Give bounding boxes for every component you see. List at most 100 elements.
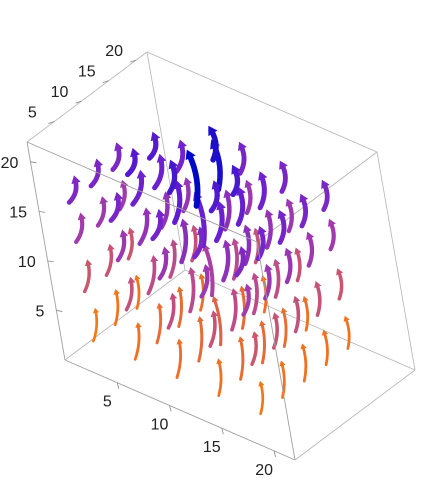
y-tick-label: 15 [78,64,96,81]
arrowhead [177,139,187,149]
streamline [251,274,259,316]
arrowhead [264,263,273,273]
streamline [137,209,150,247]
z-tick-label: 20 [1,155,19,172]
box-edge-back [146,51,378,153]
streamline [344,317,351,350]
arrowhead [210,310,219,318]
arrowhead [93,307,100,314]
arrowhead [179,218,189,227]
streamline [260,322,266,365]
streamline [82,261,91,294]
arrowhead [244,283,253,292]
streamline [299,195,309,229]
arrowhead [127,227,135,235]
arrowhead [113,191,124,201]
streamline [259,382,265,416]
arrowhead [113,289,120,295]
x-tick-label: 15 [203,439,221,456]
x-tick-mark [221,428,224,435]
arrowhead [292,295,301,304]
streamline [95,198,107,228]
streamline [286,200,294,234]
streamline [174,141,186,174]
x-tick-mark [169,405,172,412]
arrowhead [238,141,247,152]
arrowhead [208,125,218,137]
streamline [175,340,183,379]
streamline [135,276,141,310]
arrowhead [130,147,140,158]
streamline [155,304,163,345]
arrowhead [280,307,288,314]
arrowhead [306,231,315,240]
z-tick-mark [30,161,37,164]
arrowhead [142,207,152,216]
streamline [221,241,231,283]
streamline [328,220,336,252]
arrowhead [272,312,280,320]
streamline [235,188,246,227]
arrowhead [216,201,226,211]
arrowhead [321,329,329,336]
streamline [336,269,344,301]
streamline [203,245,215,298]
arrowhead [114,142,124,152]
y-tick-label: 5 [28,105,37,122]
streamline [279,162,288,194]
arrowhead [71,175,81,185]
streamline [293,297,301,334]
streamline [146,257,157,296]
arrowhead [183,177,192,186]
arrowhead [202,264,212,273]
x-tick-mark [116,382,120,389]
streamline [188,269,196,314]
streamline [230,290,238,332]
arrowhead [134,274,141,281]
streamline [257,173,267,211]
x-tick-mark [273,450,276,458]
streamline [152,156,165,191]
arrowhead [294,247,302,255]
arrowhead [196,226,207,236]
arrowhead [176,338,183,345]
streamline [264,211,273,250]
streamline [197,317,204,363]
arrowhead [230,288,239,296]
arrowhead [211,295,219,303]
box-edge-front [256,241,296,461]
arrowhead [299,193,309,203]
arrowhead [239,285,246,292]
streamline [301,345,308,383]
y-tick-mark [48,121,55,124]
z-tick-label: 5 [35,303,44,320]
streamline [130,172,145,207]
box-edge-back [26,51,148,143]
box-edge-back [256,151,378,243]
arrowhead [162,191,172,200]
arrowhead [253,227,261,235]
streamline [172,182,183,225]
arrowhead [279,360,286,367]
arrowhead [198,273,206,280]
arrowhead [277,209,287,220]
box-edge-back [146,51,186,271]
arrowhead [155,208,166,218]
streamline [179,220,189,265]
box-edge-back [376,151,416,371]
arrowhead [238,246,248,255]
streamline [186,151,201,209]
y-tick-mark [129,59,137,63]
arrowhead [243,224,252,234]
arrowhead [302,295,309,303]
arrowhead [135,322,142,328]
streamline [212,297,223,347]
box-edge-back [184,269,416,371]
z-tick-label: 10 [18,254,36,271]
arrowhead [258,380,265,387]
arrowhead [168,159,179,170]
z-tick-mark [47,260,54,263]
streamline [217,359,223,398]
arrowhead [161,246,171,255]
